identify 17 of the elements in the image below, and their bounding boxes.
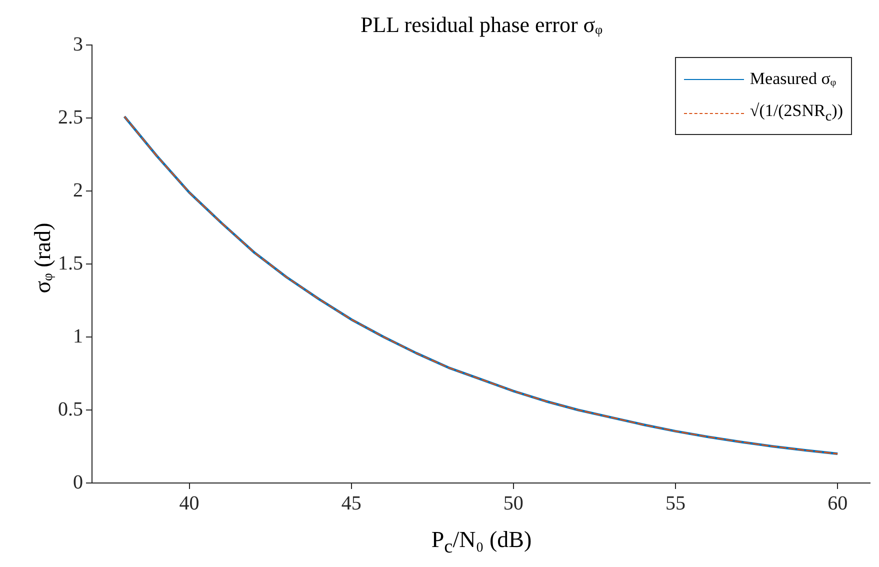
x-axis-title: P$_{c}$/N₀ (dB) <box>430 527 533 559</box>
y-tick-label: 0 <box>73 471 83 494</box>
y-axis-title: σᵩ (rad) <box>30 222 56 294</box>
y-tick-label: 2.5 <box>58 106 83 128</box>
x-tick-label: 50 <box>503 492 524 514</box>
chart-title: PLL residual phase error σᵩ <box>360 12 604 38</box>
x-tick-label: 45 <box>341 492 362 514</box>
x-tick-label: 55 <box>666 492 686 514</box>
legend-label: √(1/(2SNR$_{c}$)) <box>750 100 843 126</box>
y-tick-label: 2 <box>73 179 83 202</box>
y-tick-label: 1 <box>73 325 83 348</box>
x-tick-label: 60 <box>828 492 848 514</box>
x-tick-label: 40 <box>179 492 200 514</box>
y-tick-label: 0.5 <box>58 398 83 420</box>
y-tick-label: 3 <box>73 33 83 56</box>
y-tick-label: 1.5 <box>58 252 83 274</box>
legend-label: Measured σᵩ <box>750 69 836 89</box>
